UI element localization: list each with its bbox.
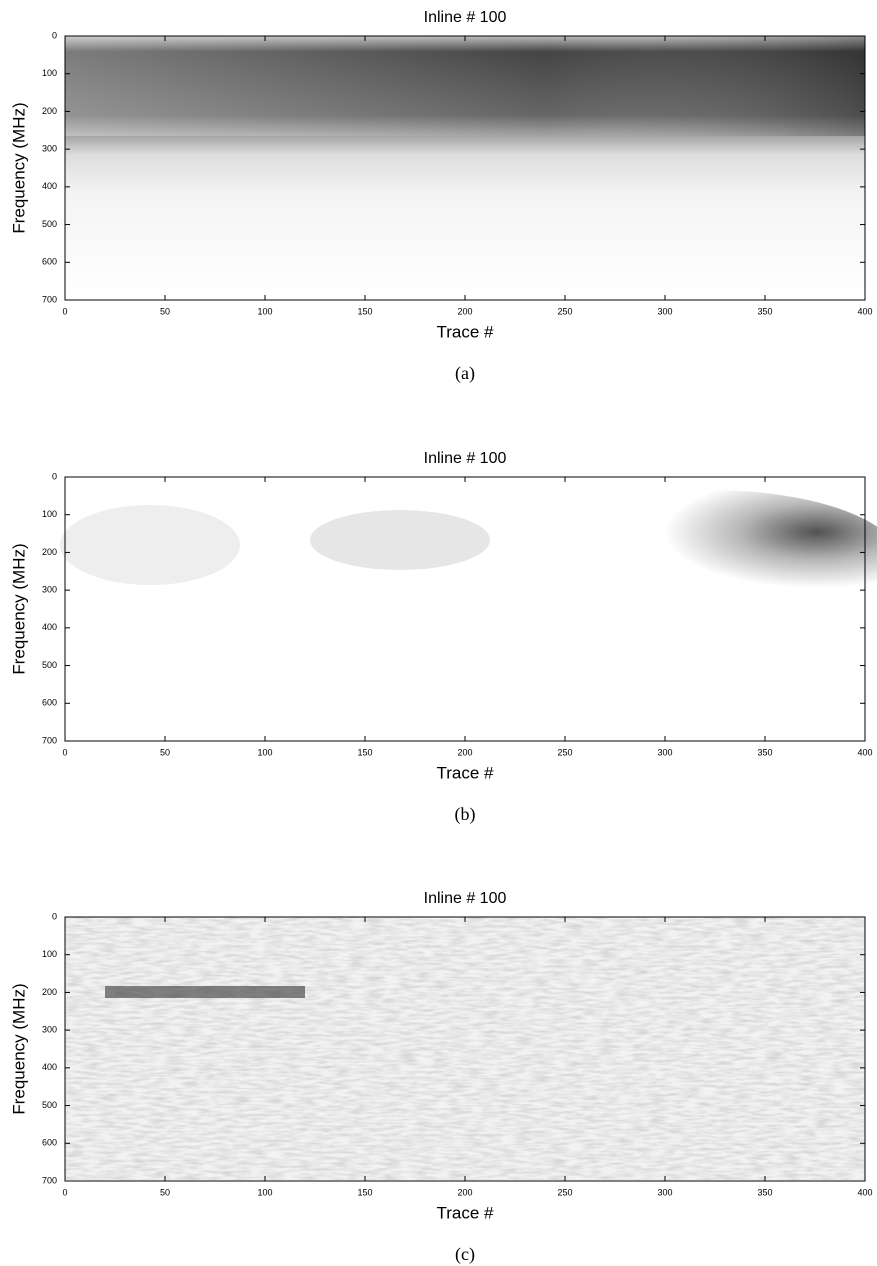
chart-title: Inline # 100 xyxy=(424,450,507,467)
x-tick-label: 200 xyxy=(457,306,472,316)
x-tick-label: 100 xyxy=(257,1187,272,1197)
x-tick-label: 0 xyxy=(62,747,67,757)
y-tick-label: 0 xyxy=(52,30,57,40)
x-tick-label: 50 xyxy=(160,306,170,316)
y-tick-label: 200 xyxy=(42,987,57,997)
x-axis-label: Trace # xyxy=(436,1203,494,1222)
y-tick-label: 200 xyxy=(42,547,57,557)
x-tick-label: 250 xyxy=(557,1187,572,1197)
y-tick-label: 600 xyxy=(42,1138,57,1148)
y-tick-label: 500 xyxy=(42,219,57,229)
x-tick-label: 300 xyxy=(657,1187,672,1197)
y-tick-label: 700 xyxy=(42,294,57,304)
caption: (a) xyxy=(455,363,475,384)
y-tick-label: 300 xyxy=(42,1025,57,1035)
x-tick-label: 400 xyxy=(857,1187,872,1197)
caption: (b) xyxy=(455,804,476,825)
y-tick-label: 300 xyxy=(42,144,57,154)
x-tick-label: 350 xyxy=(757,306,772,316)
x-tick-label: 300 xyxy=(657,306,672,316)
y-tick-label: 0 xyxy=(52,471,57,481)
y-tick-label: 400 xyxy=(42,1062,57,1072)
x-tick-label: 50 xyxy=(160,747,170,757)
x-tick-label: 300 xyxy=(657,747,672,757)
x-tick-label: 400 xyxy=(857,306,872,316)
heatmap-image-c xyxy=(65,917,865,1180)
y-tick-label: 700 xyxy=(42,1175,57,1185)
chart-title: Inline # 100 xyxy=(424,9,507,26)
x-tick-label: 250 xyxy=(557,747,572,757)
y-tick-label: 600 xyxy=(42,257,57,267)
heatmap-image-a xyxy=(65,36,865,300)
y-tick-label: 500 xyxy=(42,660,57,670)
x-tick-label: 150 xyxy=(357,1187,372,1197)
y-tick-label: 100 xyxy=(42,949,57,959)
y-tick-label: 500 xyxy=(42,1100,57,1110)
y-tick-label: 100 xyxy=(42,68,57,78)
x-tick-label: 0 xyxy=(62,1187,67,1197)
x-tick-label: 400 xyxy=(857,747,872,757)
x-tick-label: 350 xyxy=(757,747,772,757)
caption: (c) xyxy=(455,1244,475,1265)
x-tick-label: 100 xyxy=(257,306,272,316)
x-tick-label: 0 xyxy=(62,306,67,316)
y-axis-label: Frequency (MHz) xyxy=(9,102,28,233)
heatmap-image-b xyxy=(60,477,877,740)
x-tick-label: 200 xyxy=(457,1187,472,1197)
y-axis-label: Frequency (MHz) xyxy=(9,543,28,674)
y-tick-label: 400 xyxy=(42,622,57,632)
x-tick-label: 100 xyxy=(257,747,272,757)
chart-title: Inline # 100 xyxy=(424,890,507,907)
y-tick-label: 100 xyxy=(42,509,57,519)
y-tick-label: 200 xyxy=(42,106,57,116)
x-tick-label: 200 xyxy=(457,747,472,757)
y-tick-label: 600 xyxy=(42,698,57,708)
x-tick-label: 250 xyxy=(557,306,572,316)
y-tick-label: 700 xyxy=(42,735,57,745)
x-axis-label: Trace # xyxy=(436,763,494,782)
x-tick-label: 50 xyxy=(160,1187,170,1197)
y-tick-label: 300 xyxy=(42,585,57,595)
x-axis-label: Trace # xyxy=(436,322,494,341)
y-axis-label: Frequency (MHz) xyxy=(9,983,28,1114)
y-tick-label: 400 xyxy=(42,181,57,191)
x-tick-label: 150 xyxy=(357,306,372,316)
y-tick-label: 0 xyxy=(52,911,57,921)
x-tick-label: 150 xyxy=(357,747,372,757)
x-tick-label: 350 xyxy=(757,1187,772,1197)
